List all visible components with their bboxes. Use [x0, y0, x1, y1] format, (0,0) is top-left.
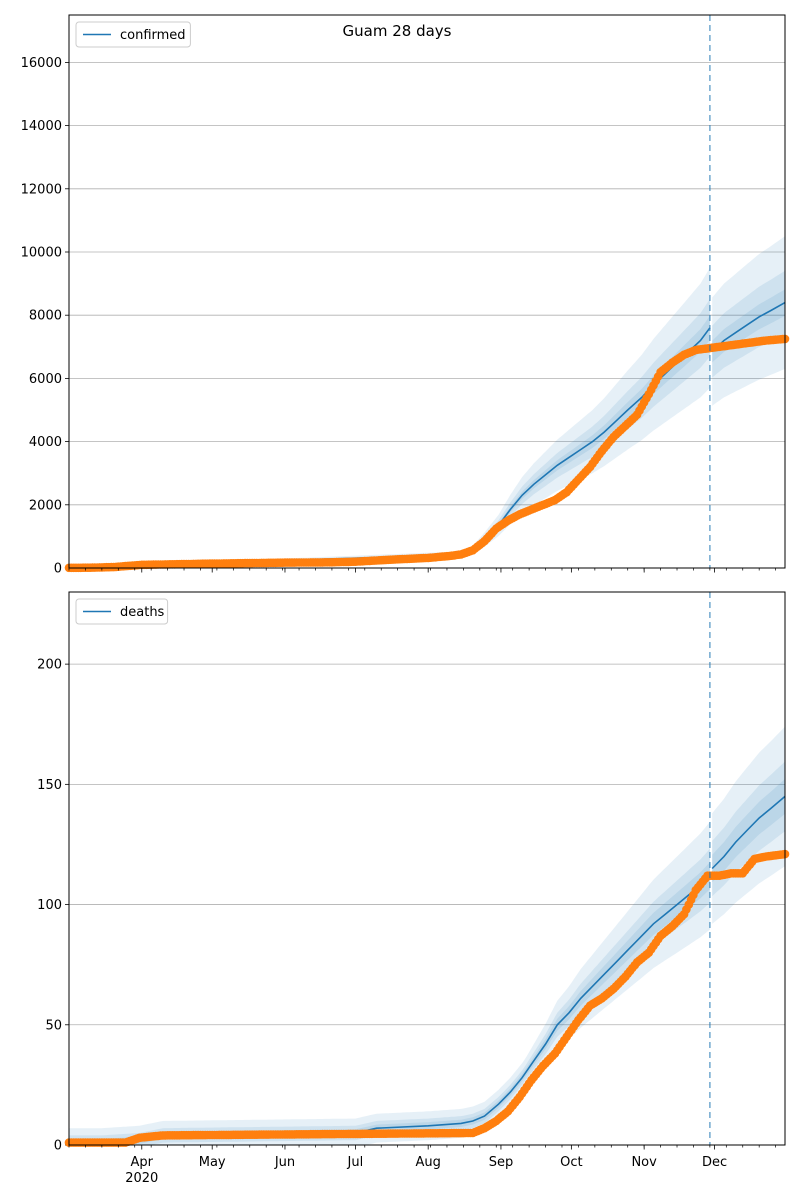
x-tick-label: Apr — [131, 1155, 154, 1170]
legend-box — [75, 598, 169, 625]
chart-title: Guam 28 days — [343, 22, 452, 40]
y-tick-label: 16000 — [21, 56, 62, 71]
y-tick-label: 2000 — [29, 498, 62, 513]
y-tick-label: 0 — [54, 562, 62, 577]
uncertainty-band — [69, 862, 710, 1145]
x-tick-year-label: 2020 — [125, 1171, 158, 1186]
uncertainty-band — [69, 821, 710, 1145]
legend: deaths — [75, 598, 169, 625]
y-tick-label: 8000 — [29, 309, 62, 324]
y-tick-label: 50 — [45, 1018, 62, 1033]
x-tick-label: Aug — [415, 1155, 440, 1170]
legend-label: deaths — [120, 605, 165, 620]
model-line — [711, 301, 786, 353]
x-tick-label: Sep — [489, 1155, 514, 1170]
x-tick-label: Dec — [702, 1155, 727, 1170]
x-tick-label: May — [199, 1155, 226, 1170]
y-tick-label: 200 — [37, 658, 62, 673]
legend: confirmed — [75, 21, 191, 48]
uncertainty-band — [712, 236, 785, 406]
x-tick-label: Oct — [560, 1155, 582, 1170]
y-tick-label: 10000 — [21, 246, 62, 261]
uncertainty-band — [69, 267, 710, 568]
y-tick-label: 6000 — [29, 372, 62, 387]
model-line — [711, 795, 786, 870]
model-line — [69, 875, 711, 1144]
uncertainty-band — [712, 778, 785, 883]
x-tick-label: Nov — [631, 1155, 657, 1170]
y-tick-label: 150 — [37, 778, 62, 793]
y-tick-label: 100 — [37, 898, 62, 913]
plot-frame — [68, 591, 786, 1146]
y-tick-label: 4000 — [29, 435, 62, 450]
y-tick-label: 12000 — [21, 182, 62, 197]
y-tick-label: 0 — [54, 1139, 62, 1154]
x-tick-label: Jun — [274, 1155, 295, 1170]
y-tick-label: 14000 — [21, 119, 62, 134]
confirmed-panel: 0 2000 4000 6000 8000 10000 12000 14000 16000 con… — [21, 14, 790, 577]
plot-frame — [68, 14, 786, 569]
x-tick-label: Jul — [347, 1155, 364, 1170]
legend-box — [75, 21, 191, 48]
legend-label: confirmed — [120, 28, 186, 43]
